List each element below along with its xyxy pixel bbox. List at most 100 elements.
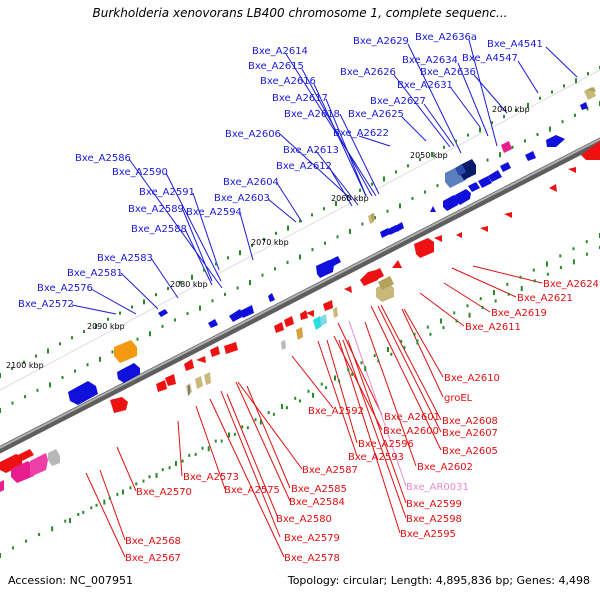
gene-label[interactable]: Bxe_A2585 — [291, 484, 347, 495]
scale-tick — [468, 312, 471, 318]
scale-tick — [585, 240, 588, 244]
gene-label[interactable]: Bxe_A2583 — [97, 253, 153, 264]
gene-label[interactable]: Bxe_A2605 — [442, 446, 498, 457]
scale-tick — [161, 468, 164, 472]
scale-tick — [519, 275, 522, 279]
gene-label[interactable]: Bxe_A2591 — [139, 187, 195, 198]
scale-tick — [407, 164, 409, 168]
scale-tick — [227, 256, 229, 260]
gene-label[interactable]: Bxe_A2590 — [112, 167, 168, 178]
gene-label[interactable]: Bxe_A2599 — [406, 499, 462, 510]
gene-label[interactable]: Bxe_A2611 — [465, 322, 521, 333]
scale-tick — [411, 196, 414, 200]
gene-label[interactable]: Bxe_A2567 — [125, 553, 181, 564]
scale-tick — [479, 127, 481, 133]
scale-tick — [575, 78, 577, 84]
scale-tick — [347, 194, 349, 198]
scale-tick — [0, 408, 1, 413]
scale-tick — [311, 248, 314, 252]
gene-label[interactable]: Bxe_A2615 — [248, 61, 304, 72]
scale-label: 2080 kbp — [170, 280, 208, 289]
gene-label[interactable]: Bxe_A2573 — [183, 472, 239, 483]
scale-tick — [383, 176, 385, 182]
scale-tick — [361, 222, 364, 226]
scale-tick — [413, 332, 416, 336]
gene-label[interactable]: Bxe_A2634 — [402, 55, 458, 66]
gene-label[interactable]: Bxe_A2614 — [252, 46, 308, 57]
gene-label[interactable]: Bxe_A2629 — [353, 36, 409, 47]
scale-tick — [493, 290, 495, 295]
gene-label[interactable]: Bxe_A2600 — [383, 426, 439, 437]
scale-tick — [90, 506, 93, 510]
gene-label[interactable]: Bxe_A2587 — [302, 465, 358, 476]
gene-label[interactable]: Bxe_A2601 — [384, 412, 440, 423]
gene-label[interactable]: Bxe_A2584 — [289, 497, 345, 508]
misc-features — [0, 87, 596, 492]
gene-label[interactable]: Bxe_A2595 — [400, 529, 456, 540]
gene-label[interactable]: Bxe_A2596 — [358, 439, 414, 450]
scale-tick — [532, 268, 535, 272]
gene-label[interactable]: Bxe_A2568 — [125, 536, 181, 547]
scale-tick — [148, 475, 151, 479]
gene-label[interactable]: Bxe_A2594 — [186, 207, 242, 218]
outer-ring-line — [0, 69, 600, 391]
gene-label[interactable]: Bxe_A2608 — [442, 416, 498, 427]
gene-label[interactable]: Bxe_A2618 — [284, 109, 340, 120]
gene-label[interactable]: Bxe_A2624 — [543, 279, 599, 290]
gene-label[interactable]: Bxe_A2604 — [223, 177, 279, 188]
scale-tick — [61, 376, 64, 380]
gene-label[interactable]: Bxe_A2578 — [284, 553, 340, 564]
gene-label[interactable]: Bxe_A2617 — [272, 93, 328, 104]
gene-label[interactable]: Bxe_A2575 — [224, 485, 280, 496]
gene-label[interactable]: Bxe_A2636a — [415, 32, 477, 43]
scale-tick — [201, 446, 204, 450]
scale-tick — [188, 453, 191, 457]
scale-tick — [561, 120, 564, 124]
gene-label[interactable]: Bxe_A2572 — [18, 299, 74, 310]
gene-label[interactable]: Bxe_A2607 — [442, 428, 498, 439]
scale-tick — [324, 241, 326, 245]
gene-label[interactable]: Bxe_A2626 — [340, 67, 396, 78]
scale-tick — [12, 546, 15, 550]
gene-label[interactable]: Bxe_A2603 — [214, 193, 270, 204]
gene-label[interactable]: groEL — [444, 393, 473, 404]
gene-label[interactable]: Bxe_A2593 — [348, 452, 404, 463]
gene-label[interactable]: Bxe_A2602 — [417, 462, 473, 473]
scale-tick — [77, 512, 80, 516]
gene-label[interactable]: Bxe_A4541 — [487, 39, 543, 50]
scale-tick — [499, 152, 501, 158]
scale-tick — [281, 404, 283, 409]
gene-label[interactable]: Bxe_A2627 — [370, 96, 426, 107]
gene-label[interactable]: Bxe_A2613 — [283, 145, 339, 156]
gene-label[interactable]: Bxe_A2625 — [348, 109, 404, 120]
gene-label[interactable]: Bxe_A4547 — [462, 53, 518, 64]
scale-tick — [494, 299, 497, 303]
scale-tick — [503, 115, 505, 119]
gene-label[interactable]: Bxe_A2570 — [136, 487, 192, 498]
gene-label[interactable]: Bxe_A2606 — [225, 129, 281, 140]
scale-tick — [390, 352, 393, 356]
scale-tick — [215, 262, 217, 266]
gene-label[interactable]: Bxe_A2622 — [333, 128, 389, 139]
gene-label[interactable]: Bxe_A2581 — [67, 268, 123, 279]
gene-label[interactable]: Bxe_A2621 — [517, 293, 573, 304]
gene-label[interactable]: Bxe_A2580 — [276, 514, 332, 525]
gene-label[interactable]: Bxe_A2588 — [131, 224, 187, 235]
gene-label[interactable]: Bxe_A2592 — [308, 406, 364, 417]
gene-label[interactable]: Bxe_A2612 — [276, 161, 332, 172]
gene-label[interactable]: Bxe_A2579 — [284, 533, 340, 544]
gene-label[interactable]: Bxe_AR0031 — [406, 482, 469, 493]
scale-tick — [364, 366, 367, 372]
scale-tick — [377, 359, 380, 363]
gene-label[interactable]: Bxe_A2576 — [37, 283, 93, 294]
gene-label[interactable]: Bxe_A2589 — [128, 204, 184, 215]
gene-label[interactable]: Bxe_A2610 — [444, 373, 500, 384]
scale-tick — [431, 151, 433, 157]
gene-label[interactable]: Bxe_A2631 — [397, 80, 453, 91]
scale-tick — [155, 293, 157, 297]
gene-label[interactable]: Bxe_A2586 — [75, 153, 131, 164]
gene-label[interactable]: Bxe_A2636 — [420, 67, 476, 78]
gene-label[interactable]: Bxe_A2598 — [406, 514, 462, 525]
gene-label[interactable]: Bxe_A2619 — [491, 308, 547, 319]
gene-label[interactable]: Bxe_A2616 — [260, 76, 316, 87]
